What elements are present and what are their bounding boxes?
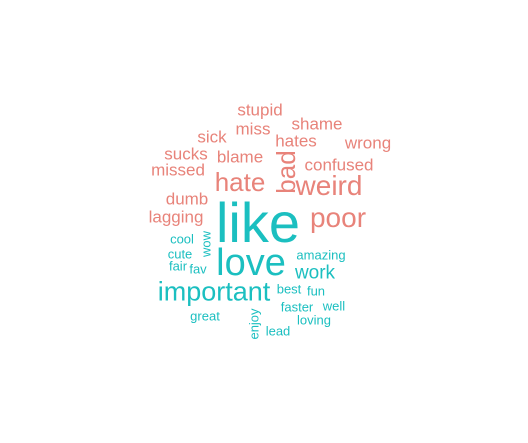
word-cool: cool: [170, 231, 194, 247]
word-lagging: lagging: [148, 207, 204, 227]
word-stupid: stupid: [237, 100, 283, 120]
word-faster: faster: [280, 299, 314, 315]
word-enjoy: enjoy: [246, 308, 262, 340]
word-confused: confused: [304, 155, 374, 175]
word-weird: weird: [295, 170, 363, 201]
word-blame: blame: [216, 147, 264, 167]
word-poor: poor: [309, 202, 367, 233]
word-sick: sick: [197, 127, 227, 147]
word-important: important: [157, 276, 271, 307]
word-work: work: [294, 262, 336, 284]
word-missed: missed: [151, 160, 205, 180]
word-loving: loving: [297, 312, 331, 328]
word-great: great: [190, 308, 220, 324]
word-shame: shame: [291, 114, 343, 134]
word-love: love: [216, 242, 286, 284]
word-hates: hates: [275, 131, 317, 151]
word-amazing: amazing: [296, 247, 346, 263]
word-sucks: sucks: [164, 144, 208, 164]
word-hate: hate: [214, 167, 266, 197]
word-fair: fair: [168, 258, 188, 274]
word-lead: lead: [265, 323, 291, 339]
word-fav: fav: [189, 261, 207, 277]
word-well: well: [322, 298, 346, 314]
word-dumb: dumb: [165, 189, 209, 209]
word-wrong: wrong: [344, 133, 392, 153]
word-like: like: [215, 191, 301, 254]
word-miss: miss: [235, 119, 271, 139]
word-best: best: [276, 281, 302, 297]
word-cute: cute: [167, 246, 193, 262]
word-fun: fun: [306, 283, 326, 299]
word-wow: wow: [198, 230, 214, 258]
